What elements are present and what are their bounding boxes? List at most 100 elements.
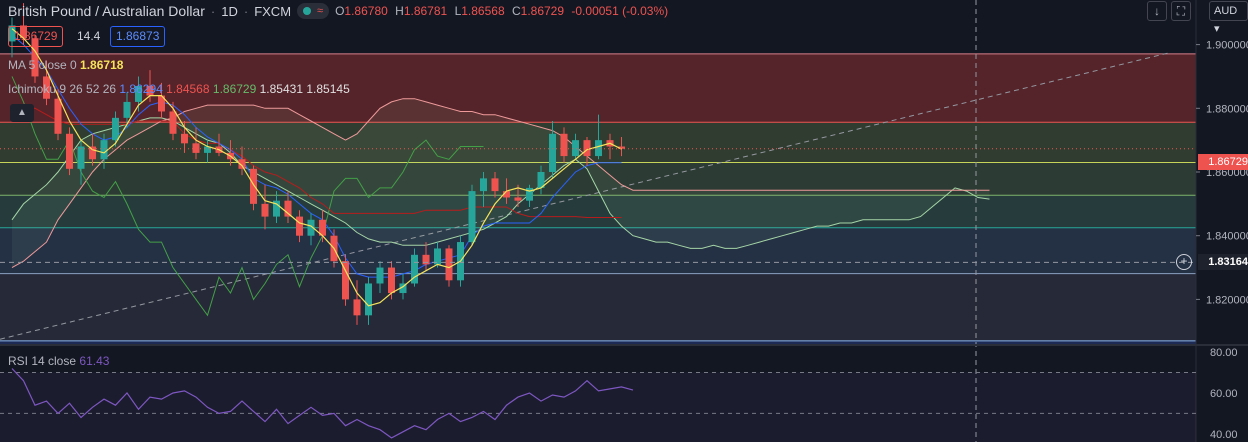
ichimoku-span-a-value: 1.85431 xyxy=(259,82,304,96)
candle-body xyxy=(307,219,315,236)
fib-zone xyxy=(0,273,1196,341)
candle-body xyxy=(8,25,16,42)
price-tick-label: 1.820000 xyxy=(1206,294,1248,306)
fib-zone xyxy=(0,53,1196,123)
buy-button[interactable]: 1.86873 xyxy=(110,26,166,47)
candle-body xyxy=(89,146,96,160)
candle-body xyxy=(537,172,545,188)
candle-body xyxy=(43,76,50,99)
candle-body xyxy=(491,178,499,192)
price-tick-label: 1.880000 xyxy=(1206,103,1248,115)
high-value: 1.86781 xyxy=(403,4,448,18)
ichimoku-cloud xyxy=(12,98,990,268)
candle-body xyxy=(54,98,62,134)
candle-body xyxy=(158,95,165,112)
ma5-line xyxy=(11,28,622,307)
candle-body xyxy=(296,216,303,236)
data-wave-icon: ≈ xyxy=(317,5,324,17)
price-tick-label: 1.840000 xyxy=(1206,231,1248,243)
candle-body xyxy=(572,140,579,157)
open-value: 1.86780 xyxy=(344,4,388,18)
trend-line xyxy=(0,52,1171,340)
ohlc-values: O1.86780 H1.86781 L1.86568 C1.86729 -0.0… xyxy=(335,4,668,18)
down-arrow-icon[interactable]: ↓ xyxy=(1147,1,1167,21)
sell-button[interactable]: 1.86729 xyxy=(8,26,64,47)
add-alert-icon[interactable]: + xyxy=(1176,254,1192,270)
candle-body xyxy=(468,191,476,243)
candle-body xyxy=(399,283,407,294)
close-value: 1.86729 xyxy=(520,4,565,18)
price-tick-label: 1.900000 xyxy=(1206,40,1248,52)
fib-zone xyxy=(0,340,1196,344)
candle-body xyxy=(192,143,200,153)
currency-selector[interactable]: AUD ▾ xyxy=(1209,1,1248,35)
rsi-tick-label: 40.00 xyxy=(1210,429,1238,441)
candle-body xyxy=(342,261,349,300)
ichimoku-legend[interactable]: Ichimoku 9 26 52 26 1.86294 1.84568 1.86… xyxy=(8,82,350,96)
ma-legend[interactable]: MA 5 close 0 1.86718 xyxy=(8,58,123,72)
ichimoku-chikou-value: 1.86729 xyxy=(212,82,257,96)
candle-body xyxy=(273,200,280,217)
candle-body xyxy=(549,133,556,172)
candle-body xyxy=(388,267,395,294)
collapse-legend-button[interactable]: ▲ xyxy=(10,104,34,122)
candle-body xyxy=(238,159,246,169)
candle-body xyxy=(445,248,453,281)
candle-body xyxy=(514,197,522,201)
candle-body xyxy=(20,25,27,39)
candle-body xyxy=(560,133,568,157)
spread-value: 14.4 xyxy=(77,29,101,43)
interval-label[interactable]: 1D xyxy=(221,3,238,19)
candle-body xyxy=(583,140,591,157)
close-label: C xyxy=(511,4,521,18)
rsi-value: 61.43 xyxy=(79,354,110,368)
candle-body xyxy=(353,299,361,316)
candle-body xyxy=(204,146,211,153)
open-label: O xyxy=(335,4,345,18)
change-value: -0.00051 (-0.03%) xyxy=(571,4,669,18)
candle-body xyxy=(77,146,85,169)
rsi-legend[interactable]: RSI 14 close 61.43 xyxy=(8,354,109,368)
high-label: H xyxy=(395,4,404,18)
candle-body xyxy=(526,187,533,201)
candle-body xyxy=(112,117,119,141)
candle-body xyxy=(319,219,326,236)
rsi-tick-label: 80.00 xyxy=(1210,347,1238,359)
ichimoku-span-b-value: 1.85145 xyxy=(306,82,350,96)
candle-body xyxy=(146,86,154,96)
low-label: L xyxy=(454,4,462,18)
low-value: 1.86568 xyxy=(461,4,505,18)
candle-body xyxy=(422,254,430,265)
candle-body xyxy=(100,140,108,160)
pane-separator xyxy=(0,344,1248,346)
candle-body xyxy=(169,111,177,134)
last-price-label: 1.86729 xyxy=(1198,154,1248,170)
candle-body xyxy=(31,38,39,77)
candle-body xyxy=(618,146,625,149)
symbol-title[interactable]: British Pound / Australian Dollar xyxy=(8,3,205,19)
candle-body xyxy=(411,254,418,284)
ichimoku-name: Ichimoku 9 26 52 26 xyxy=(8,82,117,96)
candle-body xyxy=(376,267,384,284)
rsi-band xyxy=(0,372,1196,442)
fib-zone xyxy=(0,227,1196,274)
candle-body xyxy=(261,203,269,217)
price-tick-label: 1.860000 xyxy=(1206,167,1248,179)
candle-body xyxy=(595,140,602,157)
candle-body xyxy=(284,200,292,217)
candle-body xyxy=(503,191,510,198)
fullscreen-icon[interactable]: ⛶ xyxy=(1171,1,1191,21)
ichimoku-kijun-value: 1.84568 xyxy=(166,82,210,96)
rsi-name: RSI 14 close xyxy=(8,354,77,368)
candle-body xyxy=(365,283,372,316)
ma-name: MA 5 close 0 xyxy=(8,58,77,72)
crosshair-price-label: 1.83164 xyxy=(1198,254,1248,270)
candle-body xyxy=(135,86,142,102)
rsi-tick-label: 60.00 xyxy=(1210,388,1238,400)
market-status-pill[interactable]: ≈ xyxy=(297,3,330,19)
ma-value: 1.86718 xyxy=(80,58,124,72)
candle-body xyxy=(250,168,257,204)
candle-body xyxy=(123,101,131,118)
fib-zone xyxy=(0,195,1196,228)
